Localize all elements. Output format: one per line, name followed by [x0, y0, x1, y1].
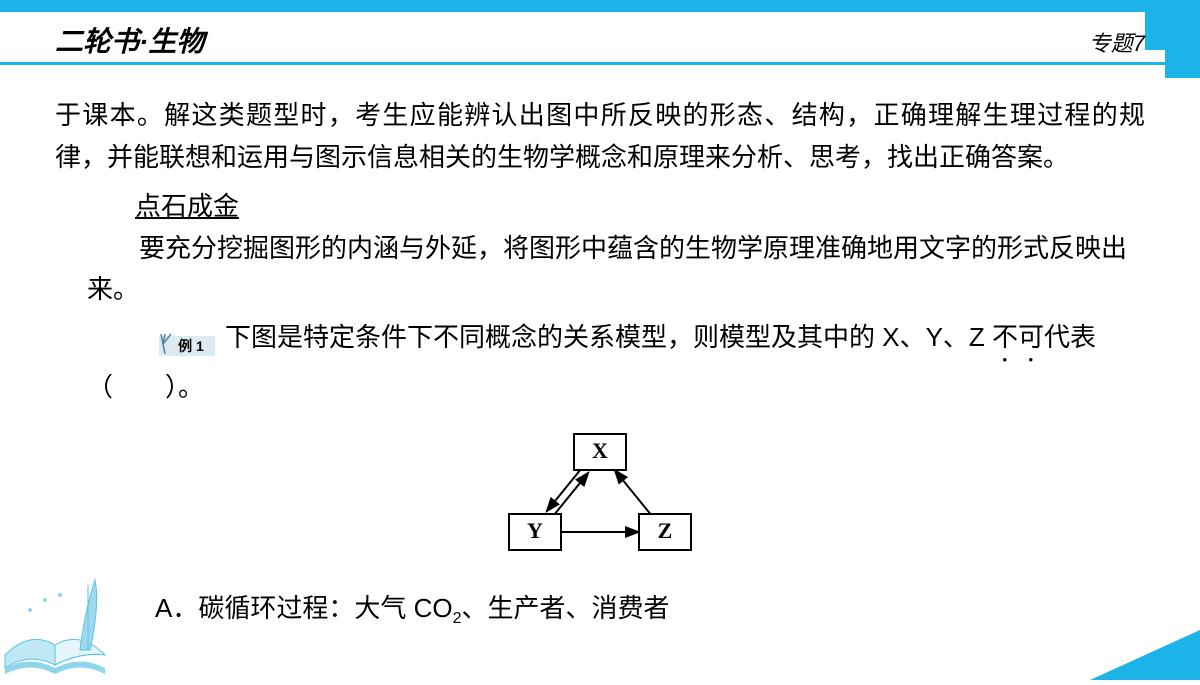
svg-text:Y: Y — [527, 518, 543, 543]
section-heading: 点石成金 — [135, 186, 1145, 228]
example-text-pre: 下图是特定条件下不同概念的关系模型，则模型及其中的 X、Y、Z — [225, 322, 992, 352]
top-border — [0, 0, 1200, 12]
topic-label: 专题7 — [1089, 26, 1145, 58]
header-underline — [0, 62, 1200, 65]
book-title: 二轮书·生物 — [55, 20, 204, 60]
option-a-pre: A．碳循环过程：大气 CO — [155, 593, 453, 623]
diagram-svg: X Y Z — [485, 424, 715, 564]
svg-text:Z: Z — [658, 518, 673, 543]
paragraph-1: 于课本。解这类题型时，考生应能辨认出图中所反映的形态、结构，正确理解生理过程的规… — [55, 95, 1145, 178]
option-a-post: 、生产者、消费者 — [461, 593, 669, 623]
example-badge-text: 例 1 — [178, 338, 204, 354]
option-a: A．碳循环过程：大气 CO2、生产者、消费者 — [155, 588, 1145, 632]
example-question: 例 1 下图是特定条件下不同概念的关系模型，则模型及其中的 X、Y、Z 不可代表… — [87, 317, 1145, 409]
corner-tab-1 — [1145, 12, 1200, 50]
header: 二轮书·生物 专题7 — [55, 20, 1145, 60]
content-area: 于课本。解这类题型时，考生应能辨认出图中所反映的形态、结构，正确理解生理过程的规… — [55, 95, 1145, 632]
relationship-diagram: X Y Z — [55, 424, 1145, 577]
svg-text:X: X — [592, 438, 608, 463]
example-text-emph: 不可 — [992, 322, 1044, 352]
paragraph-2: 要充分挖掘图形的内涵与外延，将图形中蕴含的生物学原理准确地用文字的形式反映出来。 — [87, 228, 1145, 311]
book-feather-icon — [0, 560, 150, 680]
example-badge: 例 1 — [159, 327, 215, 351]
corner-triangle — [1090, 630, 1200, 680]
